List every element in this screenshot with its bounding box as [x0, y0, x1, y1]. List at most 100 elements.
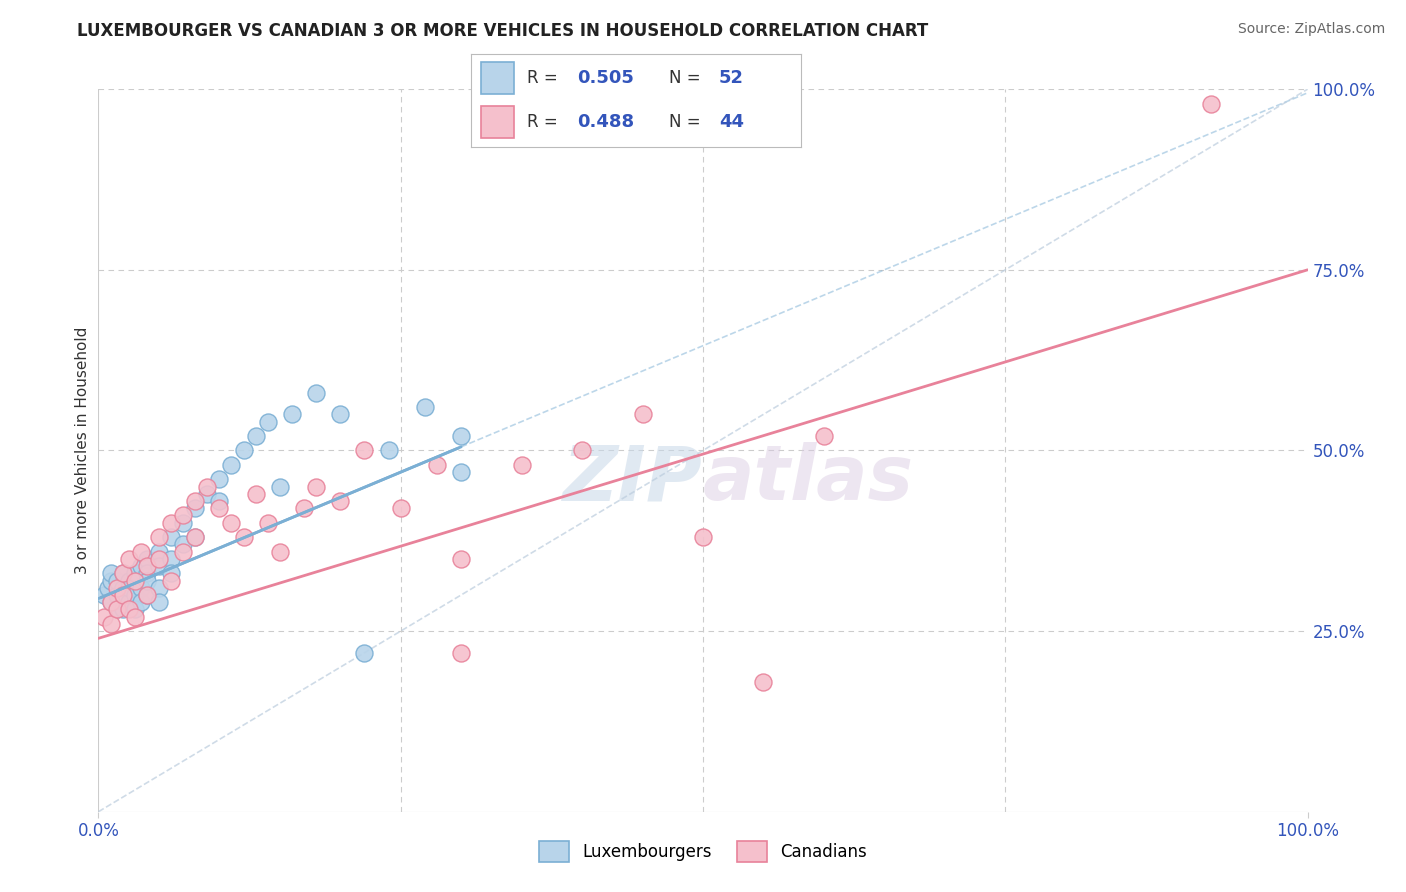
- Point: [269, 544, 291, 558]
- Point: [353, 443, 375, 458]
- Point: [135, 574, 157, 588]
- Point: [124, 588, 146, 602]
- Point: [129, 559, 152, 574]
- Point: [353, 646, 375, 660]
- Point: [124, 609, 146, 624]
- Point: [389, 501, 412, 516]
- Point: [148, 530, 170, 544]
- Point: [160, 551, 183, 566]
- Point: [111, 566, 134, 581]
- Text: 0.505: 0.505: [576, 69, 634, 87]
- Point: [97, 581, 120, 595]
- Point: [148, 551, 170, 566]
- Point: [148, 559, 170, 574]
- Point: [172, 544, 194, 558]
- Point: [118, 581, 141, 595]
- Point: [450, 465, 472, 479]
- Point: [377, 443, 399, 458]
- Point: [232, 443, 254, 458]
- Point: [124, 574, 146, 588]
- Point: [135, 588, 157, 602]
- Text: 44: 44: [718, 113, 744, 131]
- Point: [148, 544, 170, 558]
- Point: [426, 458, 449, 472]
- Point: [135, 588, 157, 602]
- Point: [111, 602, 134, 616]
- Point: [105, 581, 128, 595]
- Point: [208, 494, 231, 508]
- Point: [184, 530, 207, 544]
- Point: [124, 602, 146, 616]
- Legend: Luxembourgers, Canadians: Luxembourgers, Canadians: [533, 835, 873, 869]
- Point: [111, 581, 134, 595]
- Point: [118, 595, 141, 609]
- Point: [160, 516, 183, 530]
- Point: [1199, 96, 1222, 111]
- Text: atlas: atlas: [703, 442, 914, 516]
- Point: [245, 487, 267, 501]
- Point: [160, 566, 183, 581]
- Point: [413, 400, 436, 414]
- Point: [135, 559, 157, 574]
- Point: [752, 674, 775, 689]
- Point: [135, 551, 157, 566]
- Point: [269, 480, 291, 494]
- Point: [160, 574, 183, 588]
- Point: [118, 602, 141, 616]
- Point: [148, 581, 170, 595]
- Point: [93, 588, 115, 602]
- Point: [450, 551, 472, 566]
- Text: Source: ZipAtlas.com: Source: ZipAtlas.com: [1237, 22, 1385, 37]
- Point: [100, 574, 122, 588]
- Text: N =: N =: [669, 69, 706, 87]
- Text: 0.488: 0.488: [576, 113, 634, 131]
- Point: [100, 595, 122, 609]
- Text: ZIP: ZIP: [564, 442, 703, 516]
- Point: [100, 616, 122, 631]
- Point: [105, 574, 128, 588]
- Point: [172, 516, 194, 530]
- Point: [292, 501, 315, 516]
- Point: [450, 646, 472, 660]
- Text: R =: R =: [527, 69, 564, 87]
- Point: [105, 602, 128, 616]
- Point: [111, 588, 134, 602]
- FancyBboxPatch shape: [481, 106, 515, 138]
- Point: [100, 595, 122, 609]
- Point: [221, 516, 243, 530]
- Point: [184, 530, 207, 544]
- Point: [329, 494, 352, 508]
- Y-axis label: 3 or more Vehicles in Household: 3 or more Vehicles in Household: [75, 326, 90, 574]
- Point: [208, 501, 231, 516]
- Point: [160, 530, 183, 544]
- Point: [510, 458, 533, 472]
- Point: [232, 530, 254, 544]
- Point: [135, 566, 157, 581]
- Point: [256, 516, 278, 530]
- Point: [172, 537, 194, 551]
- Point: [184, 501, 207, 516]
- Point: [195, 487, 218, 501]
- Point: [208, 472, 231, 486]
- Text: N =: N =: [669, 113, 706, 131]
- Point: [813, 429, 835, 443]
- Point: [184, 494, 207, 508]
- Point: [305, 480, 328, 494]
- Point: [172, 508, 194, 523]
- Point: [281, 407, 304, 421]
- Point: [245, 429, 267, 443]
- Text: R =: R =: [527, 113, 564, 131]
- Point: [571, 443, 593, 458]
- Point: [692, 530, 714, 544]
- Text: 52: 52: [718, 69, 744, 87]
- Point: [118, 574, 141, 588]
- Point: [111, 566, 134, 581]
- Point: [105, 602, 128, 616]
- Point: [129, 595, 152, 609]
- Point: [450, 429, 472, 443]
- Point: [118, 551, 141, 566]
- Point: [124, 566, 146, 581]
- Point: [148, 595, 170, 609]
- Text: LUXEMBOURGER VS CANADIAN 3 OR MORE VEHICLES IN HOUSEHOLD CORRELATION CHART: LUXEMBOURGER VS CANADIAN 3 OR MORE VEHIC…: [77, 22, 928, 40]
- Point: [129, 581, 152, 595]
